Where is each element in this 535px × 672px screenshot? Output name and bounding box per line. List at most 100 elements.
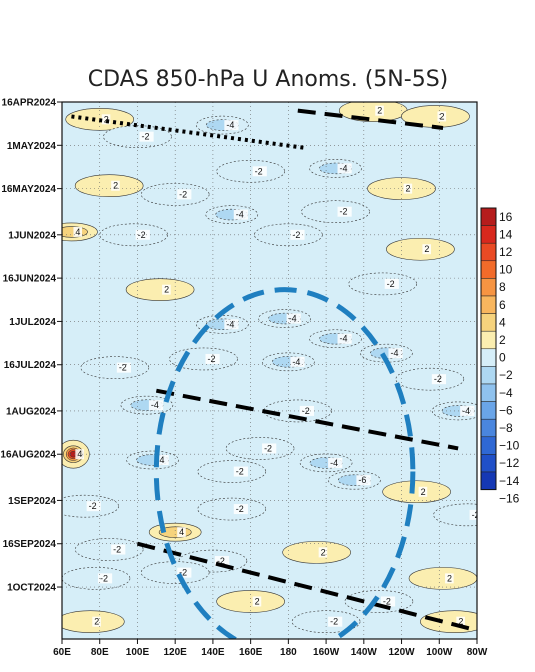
anomaly-region (62, 610, 125, 633)
colorbar-swatch (480, 366, 497, 385)
x-tick-label: 80E (91, 647, 109, 658)
colorbar-swatch (480, 313, 497, 332)
colorbar-swatch (480, 454, 497, 473)
anomaly-region (225, 437, 295, 460)
x-tick-label: 140E (201, 647, 225, 658)
contour-label-bg (456, 616, 465, 627)
colorbar-label: 16 (499, 210, 513, 224)
contour-label-bg (445, 573, 454, 584)
colorbar-label: 4 (499, 315, 506, 329)
contour-label: 2 (113, 181, 118, 191)
contour-label: 2 (94, 617, 99, 627)
colorbar-label: −16 (499, 491, 520, 505)
colorbar-label: −2 (499, 368, 513, 382)
contour-label: -4 (292, 357, 300, 367)
contour-label: 2 (440, 111, 445, 121)
contour-label-bg (86, 501, 101, 512)
contour-label-bg (116, 362, 132, 373)
contour-label: -4 (330, 458, 338, 468)
contour-label-bg (460, 405, 475, 416)
colorbar: 16 14 12 10 8 6 4 2 0 −2 −4 −6 −8 −10 −12 −14 −16 (480, 207, 520, 505)
contour-label: 2 (255, 596, 260, 606)
y-tick-label: 16MAY2024 (1, 184, 56, 195)
colorbar-label: 12 (499, 245, 513, 259)
y-tick-label: 16AUG2024 (0, 450, 56, 461)
contour-label: 4 (75, 227, 80, 237)
anomaly-region (80, 356, 150, 379)
contour-label-bg (75, 449, 84, 460)
contour-label-bg (73, 226, 83, 237)
anomaly-region (382, 480, 451, 504)
contour-label-bg (177, 567, 192, 578)
colorbar-swatch (480, 401, 497, 420)
contour-label: -2 (113, 545, 121, 555)
contour-label-bg (337, 206, 352, 217)
anomaly-region (282, 541, 351, 564)
contour-labels: 2 -2 -4 2 2 -4 -2 2 2 -2 -4 -2 4 -2 -2 2 2 -2 -4 -4 -4 -4 -2 -4… (73, 105, 480, 627)
anomaly-region (367, 177, 436, 200)
x-tick-label: 120E (164, 647, 188, 658)
contour-label-bg (148, 400, 164, 411)
contour-label-bg (290, 229, 305, 240)
anomaly-region (348, 272, 417, 296)
x-tick-label: 160W (313, 647, 340, 658)
colorbar-label: −10 (499, 439, 520, 453)
contour-label: -4 (236, 210, 244, 220)
annotation-dotted-line (71, 114, 308, 151)
contour-label-bg (177, 527, 186, 538)
colorbar-label: 10 (499, 263, 513, 277)
y-tick-label: 16JUN2024 (3, 274, 57, 285)
contour-label: -2 (89, 501, 97, 511)
contour-label: -2 (179, 568, 187, 578)
annotations (71, 108, 477, 639)
contour-label-bg (431, 374, 447, 385)
contour-label: 4 (179, 527, 184, 537)
contour-label: 2 (421, 487, 426, 497)
contour-label: -2 (138, 230, 146, 240)
annotation-dashed-line (136, 541, 477, 633)
x-tick-label: 160E (239, 647, 263, 658)
annotation-ellipse (153, 287, 416, 639)
contour-label-bg (154, 455, 169, 465)
contour-label-bg (356, 475, 371, 486)
colorbar-label: −12 (499, 456, 520, 470)
y-tick-label: 1AUG2024 (6, 406, 56, 417)
contour-label: 2 (104, 114, 109, 124)
annotation-dashed-line (155, 388, 459, 451)
colorbar-label: 8 (499, 280, 506, 294)
anomaly-region (99, 223, 168, 247)
anomaly-region (103, 125, 172, 148)
anomaly-region (395, 367, 465, 391)
contour-label-bg (214, 556, 230, 567)
x-tick-label: 140W (351, 647, 378, 658)
contour-label-bg (101, 114, 111, 125)
colorbar-swatch (480, 295, 497, 314)
contour-label-bg (139, 131, 154, 142)
x-tick-label: 60E (53, 647, 71, 658)
contour-label: -2 (472, 510, 480, 520)
colorbar-swatch (480, 207, 497, 226)
contour-label-bg (111, 180, 120, 191)
colorbar-swatch (480, 242, 497, 262)
contour-label-bg (418, 486, 428, 497)
annotation-dashed-line (297, 108, 444, 130)
colorbar-swatch (480, 330, 497, 350)
contour-label: 4 (77, 449, 82, 459)
contour-label: -6 (358, 475, 366, 485)
plot-frame (61, 101, 478, 640)
anomaly-region (263, 399, 333, 423)
contour-label-bg (224, 319, 239, 330)
contour-label: -4 (157, 455, 165, 465)
anomaly-region (344, 590, 414, 613)
contour-label: 2 (164, 285, 169, 295)
contour-label: 2 (447, 573, 452, 583)
y-tick-label: 16SEP2024 (3, 539, 57, 550)
colorbar-swatch (480, 260, 497, 279)
contour-label-bg (205, 353, 220, 364)
colorbar-swatch (480, 471, 497, 490)
colorbar-label: 0 (499, 351, 506, 365)
y-axis: 16APR2024 1MAY2024 16MAY2024 1JUN2024 16JUN2… (0, 98, 62, 594)
contour-label-bg (252, 596, 262, 607)
contour-label: -2 (264, 443, 272, 453)
